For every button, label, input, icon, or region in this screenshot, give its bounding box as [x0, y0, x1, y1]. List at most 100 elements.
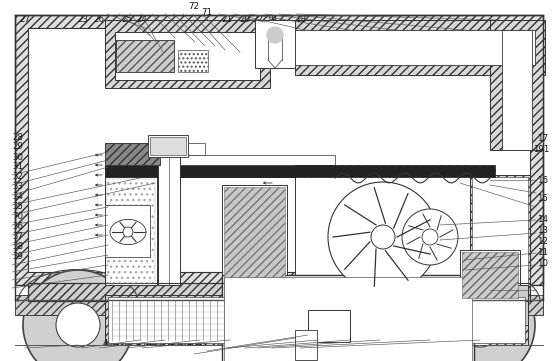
- Text: 32: 32: [12, 173, 23, 181]
- Text: 70: 70: [12, 212, 23, 221]
- Bar: [178, 50, 208, 72]
- Text: 44: 44: [147, 339, 158, 348]
- Text: 10: 10: [537, 259, 548, 268]
- Text: 191: 191: [533, 145, 549, 154]
- Circle shape: [371, 225, 395, 249]
- Circle shape: [23, 270, 133, 361]
- Bar: [490, 20, 543, 150]
- Text: 38: 38: [12, 242, 23, 251]
- Circle shape: [425, 270, 535, 361]
- Text: 36: 36: [12, 222, 23, 231]
- Polygon shape: [267, 27, 283, 43]
- Text: 45: 45: [159, 339, 170, 348]
- Bar: [420, 295, 543, 315]
- Text: 55: 55: [290, 339, 301, 348]
- Bar: [368, 297, 525, 343]
- Bar: [150, 137, 186, 155]
- Bar: [158, 143, 180, 285]
- Text: 71: 71: [201, 8, 212, 17]
- Bar: [148, 135, 188, 157]
- Circle shape: [458, 303, 502, 347]
- Text: 48: 48: [187, 339, 198, 348]
- Text: 49: 49: [196, 339, 208, 348]
- Text: 17: 17: [537, 135, 548, 143]
- Bar: [460, 250, 520, 300]
- Bar: [107, 179, 155, 283]
- Text: 35: 35: [12, 202, 23, 211]
- Text: 42: 42: [124, 339, 136, 348]
- Bar: [15, 295, 135, 315]
- Text: 24: 24: [137, 15, 148, 24]
- Bar: [255, 20, 295, 68]
- Bar: [295, 330, 317, 360]
- Text: 11: 11: [537, 248, 548, 257]
- Text: 15: 15: [537, 194, 548, 203]
- Text: 29: 29: [12, 143, 23, 151]
- Bar: [105, 155, 335, 165]
- Bar: [222, 185, 287, 305]
- Bar: [105, 205, 150, 257]
- Bar: [295, 165, 495, 177]
- Text: 33: 33: [12, 182, 23, 191]
- Text: 51: 51: [229, 339, 240, 348]
- Text: 52: 52: [244, 339, 255, 348]
- Circle shape: [422, 229, 438, 245]
- Text: 37: 37: [12, 232, 23, 241]
- Text: 21: 21: [222, 15, 233, 24]
- Bar: [472, 177, 528, 298]
- Text: 30: 30: [12, 153, 23, 161]
- Bar: [295, 20, 545, 75]
- Bar: [105, 143, 160, 165]
- Text: 50: 50: [213, 339, 224, 348]
- Text: 18: 18: [295, 15, 306, 24]
- Bar: [105, 295, 283, 345]
- Text: 53: 53: [259, 339, 270, 348]
- Bar: [502, 30, 532, 150]
- Text: 34: 34: [12, 192, 23, 201]
- Bar: [488, 285, 528, 325]
- Bar: [105, 143, 205, 155]
- Bar: [105, 165, 335, 177]
- Text: 40: 40: [102, 339, 113, 348]
- Bar: [365, 295, 528, 345]
- Bar: [115, 32, 260, 80]
- Bar: [295, 30, 535, 65]
- Bar: [116, 40, 174, 72]
- Text: 22: 22: [252, 15, 263, 24]
- Bar: [15, 15, 543, 285]
- Text: 54: 54: [273, 339, 285, 348]
- Text: 39: 39: [12, 252, 23, 261]
- Circle shape: [328, 182, 438, 292]
- Text: 27: 27: [20, 15, 31, 24]
- Circle shape: [402, 209, 458, 265]
- Bar: [308, 310, 350, 342]
- Text: 46: 46: [169, 339, 180, 348]
- Bar: [105, 177, 157, 285]
- Bar: [15, 295, 135, 315]
- Text: 13: 13: [537, 226, 548, 235]
- Circle shape: [123, 227, 133, 237]
- Bar: [224, 277, 472, 361]
- Bar: [108, 297, 280, 343]
- Bar: [222, 275, 474, 361]
- Text: 23: 23: [77, 15, 88, 24]
- Text: 26: 26: [94, 15, 105, 24]
- Bar: [28, 283, 530, 301]
- Bar: [462, 252, 518, 298]
- Text: 19: 19: [266, 15, 277, 24]
- Text: 20: 20: [239, 15, 250, 24]
- Bar: [470, 175, 530, 300]
- Text: 47: 47: [177, 339, 189, 348]
- Bar: [224, 187, 285, 303]
- Text: 12: 12: [537, 237, 548, 245]
- Text: 25: 25: [122, 15, 133, 24]
- Text: 43: 43: [136, 339, 147, 348]
- Circle shape: [56, 303, 100, 347]
- Bar: [295, 175, 470, 300]
- Text: 41: 41: [113, 339, 124, 348]
- Text: 72: 72: [189, 2, 200, 11]
- Bar: [116, 40, 174, 72]
- Bar: [105, 20, 270, 88]
- Text: 16: 16: [537, 176, 548, 185]
- Bar: [28, 28, 530, 272]
